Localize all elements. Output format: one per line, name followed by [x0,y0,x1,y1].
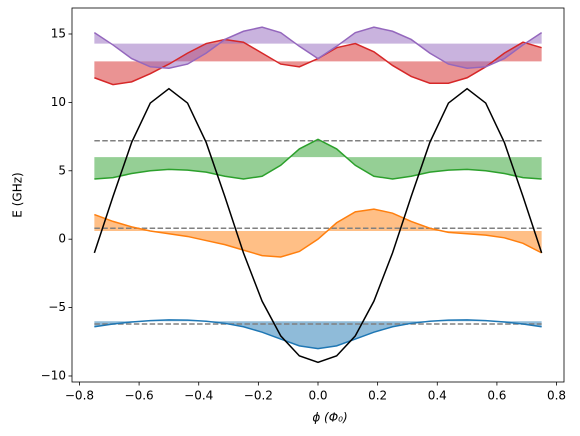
x-tick-label: 0.0 [308,389,327,403]
x-tick-label: 0.2 [368,389,387,403]
wavefunction-line [93,26,543,69]
potential-line [93,87,543,364]
y-tick-label: 5 [58,163,66,177]
wavefunction-line [94,319,542,350]
wavefunction-fill [94,319,542,349]
x-axis-label: ϕ (Φ₀) [312,411,347,425]
y-axis-label: E (GHz) [11,172,25,217]
y-tick-label: −5 [48,300,66,314]
plot-frame [71,7,565,383]
y-tick-label: 0 [58,232,66,246]
x-tick-label: 0.4 [428,389,447,403]
x-tick-label: −0.4 [184,389,213,403]
wavefunction-fill [94,209,542,257]
x-tick-label: −0.8 [65,389,94,403]
x-tick-label: −0.6 [125,389,154,403]
wavefunction-fill [94,139,542,179]
y-tick-label: 10 [51,95,66,109]
wavefunction-fill [94,27,542,69]
x-tick-label: 0.8 [547,389,566,403]
wavefunction-line [94,208,542,258]
y-tick-label: 15 [51,26,66,40]
wavefunction-line [94,138,542,180]
x-tick-label: −0.2 [244,389,273,403]
y-tick-label: −10 [41,368,66,382]
x-tick-label: 0.6 [487,389,506,403]
